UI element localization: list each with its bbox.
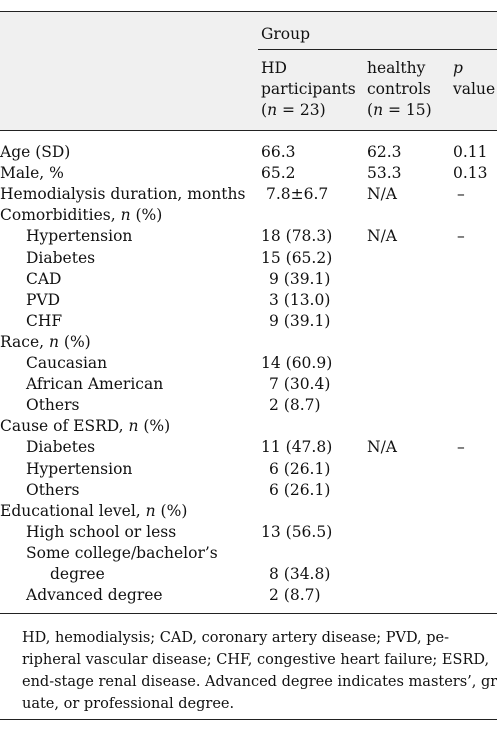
group-rule [258, 49, 497, 50]
cell-hc: 62.3 [367, 143, 402, 161]
row-label: degree [50, 565, 105, 583]
row-label: Male, % [0, 164, 64, 183]
cell-hd: 6 (26.1) [269, 480, 331, 499]
p-col-header-line1: p [453, 59, 463, 77]
cell-hd: 18 (78.3) [261, 227, 333, 246]
hd-col-header-line2: participants [261, 80, 356, 98]
top-rule [0, 11, 497, 12]
table-footnote: HD, hemodialysis; CAD, coronary artery d… [22, 627, 497, 715]
row-label: Age (SD) [0, 143, 71, 161]
cell-hd: 66.3 [261, 143, 296, 161]
group-header: Group [261, 25, 311, 43]
row-label: CAD [26, 269, 62, 288]
cell-hc: N/A [367, 227, 397, 246]
cell-hd: 7 (30.4) [269, 375, 331, 394]
cell-p: 0.11 [453, 143, 488, 161]
cell-hc: N/A [367, 185, 397, 204]
footnote-line: ripheral vascular disease; CHF, congesti… [22, 652, 490, 668]
footnote-line: end-stage renal disease. Advanced degree… [22, 674, 497, 690]
cell-hd: 2 (8.7) [269, 396, 321, 415]
row-label: Others [26, 480, 80, 499]
cell-hd: 11 (47.8) [261, 438, 333, 457]
cell-hd: 8 (34.8) [269, 565, 331, 583]
hd-col-header-line1: HD [261, 59, 287, 77]
row-label: Caucasian [26, 354, 108, 372]
cell-p: – [457, 438, 465, 457]
hd-col-header-line3: (n = 23) [261, 101, 326, 119]
footnote-bottom-rule [0, 719, 497, 720]
cell-hc: N/A [367, 438, 397, 457]
row-label: Advanced degree [26, 586, 163, 605]
cell-hd: 15 (65.2) [261, 248, 333, 267]
row-label: Hypertension [26, 227, 133, 246]
cell-hd: 14 (60.9) [261, 354, 333, 372]
footnote-line: uate, or professional degree. [22, 696, 235, 712]
hc-col-header-line3: (n = 15) [367, 101, 432, 119]
header-bottom-rule [0, 130, 497, 131]
row-label: Race, n (%) [0, 332, 91, 351]
row-label: Comorbidities, n (%) [0, 206, 163, 225]
row-label: High school or less [26, 522, 177, 541]
row-label: Diabetes [26, 248, 96, 267]
cell-hd: 65.2 [261, 164, 296, 183]
table-header-band [0, 12, 497, 130]
footnote-line: HD, hemodialysis; CAD, coronary artery d… [22, 630, 450, 646]
cell-hd: 13 (56.5) [261, 522, 333, 541]
row-label: PVD [26, 290, 61, 309]
row-label: Educational level, n (%) [0, 501, 188, 520]
cell-p: 0.13 [453, 164, 488, 183]
hc-col-header-line1: healthy [367, 59, 426, 77]
row-label: Hemodialysis duration, months [0, 185, 246, 204]
p-col-header-line2: value [453, 80, 496, 98]
cell-hd: 9 (39.1) [269, 311, 331, 330]
hc-col-header-line2: controls [367, 80, 431, 98]
table-bottom-rule [0, 613, 497, 614]
cell-hd: 6 (26.1) [269, 459, 331, 478]
cell-hd: 3 (13.0) [269, 290, 331, 309]
cell-p: – [457, 227, 465, 246]
row-label: Hypertension [26, 459, 133, 478]
cell-p: – [457, 185, 465, 204]
row-label: African American [26, 375, 164, 394]
cell-hd: 7.8±6.7 [266, 185, 329, 204]
row-label: Others [26, 396, 80, 415]
row-label: Cause of ESRD, n (%) [0, 417, 171, 436]
cell-hd: 2 (8.7) [269, 586, 321, 605]
row-label: CHF [26, 311, 63, 330]
row-label: Diabetes [26, 438, 96, 457]
cell-hd: 9 (39.1) [269, 269, 331, 288]
row-label: Some college/bachelor’s [26, 543, 218, 562]
cell-hc: 53.3 [367, 164, 402, 183]
